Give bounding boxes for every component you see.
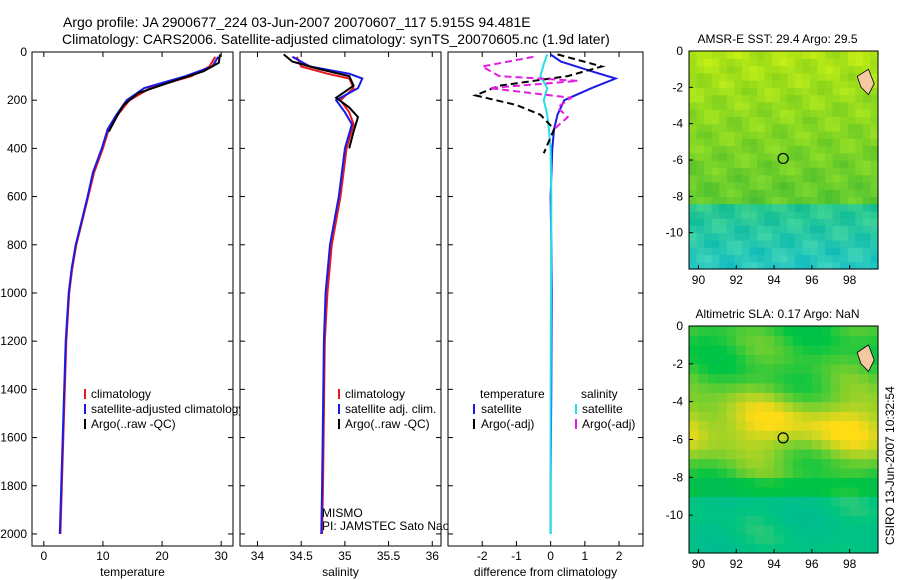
- x-axis-label: difference from climatology: [474, 565, 617, 579]
- x-tick-label: 1: [581, 549, 588, 563]
- x-tick-label: 0: [547, 549, 554, 563]
- salinity-plot: 34 34.5 35 35.5 36 salinity climatologysatelli…: [239, 51, 458, 579]
- x-tick-label: 96: [805, 273, 819, 287]
- legend-label: climatology: [345, 387, 405, 401]
- x-tick-label: 2: [616, 549, 623, 563]
- x-tick-label: 92: [730, 557, 744, 571]
- sst-map: AMSR-E SST: 29.4 Argo: 29.5 90 92 94 96 98 0 -2…: [666, 32, 879, 287]
- annotation-text: PI: JAMSTEC Sato Naoki: [322, 519, 458, 533]
- y-tick-label: -4: [672, 395, 683, 409]
- y-tick-label: -10: [666, 508, 684, 522]
- legend-label: satellite: [481, 402, 522, 416]
- difference-plot: -2 -1 0 1 2 difference from climatology temper…: [447, 51, 644, 579]
- x-tick-label: 36: [426, 549, 440, 563]
- legend-label: Argo(-adj): [582, 417, 635, 431]
- x-tick-label: 30: [214, 549, 228, 563]
- x-tick-label: 96: [805, 557, 819, 571]
- map-title: AMSR-E SST: 29.4 Argo: 29.5: [697, 32, 857, 46]
- y-tick-label: 2000: [0, 527, 27, 541]
- legend-label: Argo(..raw -QC): [345, 417, 430, 431]
- x-tick-label: 20: [155, 549, 169, 563]
- legend-label: salinity: [581, 387, 618, 401]
- y-tick-label: 1600: [0, 431, 27, 445]
- y-tick-label: -4: [672, 117, 683, 131]
- y-tick-label: -2: [672, 80, 683, 94]
- y-tick-label: 200: [7, 93, 27, 107]
- header-line-1: Argo profile: JA 2900677_224 03-Jun-2007…: [63, 14, 531, 30]
- y-tick-label: 1400: [0, 382, 27, 396]
- y-tick-label: 0: [676, 319, 683, 333]
- y-tick-label: -8: [672, 470, 683, 484]
- legend-label: Argo(-adj): [481, 417, 534, 431]
- series-line-argo: [283, 53, 360, 149]
- land-patch: [856, 68, 875, 96]
- y-tick-label: -6: [672, 153, 683, 167]
- y-tick-label: -2: [672, 357, 683, 371]
- y-tick-label: -8: [672, 189, 683, 203]
- x-tick-label: 35.5: [377, 549, 401, 563]
- x-tick-label: 90: [692, 273, 706, 287]
- y-tick-label: 600: [7, 190, 27, 204]
- timestamp-label: CSIRO 13-Jun-2007 10:32:54: [883, 386, 897, 545]
- x-axis-label: temperature: [100, 565, 165, 579]
- map-title: Altimetric SLA: 0.17 Argo: NaN: [695, 307, 859, 321]
- x-tick-label: -2: [477, 549, 488, 563]
- legend-label: satellite: [582, 402, 623, 416]
- heatmap-cells: [689, 51, 879, 270]
- x-tick-label: 34.5: [289, 549, 313, 563]
- legend-label: satellite-adjusted climatology: [91, 402, 244, 416]
- series-line-argo: [108, 54, 221, 132]
- x-tick-label: 94: [767, 273, 781, 287]
- sla-map: Altimetric SLA: 0.17 Argo: NaN 90 92 94 96 98…: [666, 307, 879, 571]
- temperature-plot: 0 10 20 30 temperature 0 200 400 600 800 1000 1200 1…: [0, 45, 244, 579]
- y-tick-label: 400: [7, 141, 27, 155]
- heatmap-cells: [689, 326, 879, 554]
- series-line-argo: [472, 53, 606, 154]
- argo-position-marker: [777, 152, 789, 165]
- series-line-sat: [291, 55, 364, 535]
- series-line-sat: [58, 56, 220, 535]
- plot-frame: [31, 51, 234, 547]
- x-tick-label: 35: [338, 549, 352, 563]
- x-tick-label: 0: [40, 549, 47, 563]
- x-tick-label: -1: [511, 549, 522, 563]
- header-line-2: Climatology: CARS2006. Satellite-adjuste…: [62, 31, 610, 47]
- y-tick-label: -10: [666, 226, 684, 240]
- x-tick-label: 98: [843, 273, 857, 287]
- legend-label: climatology: [91, 387, 151, 401]
- x-tick-label: 94: [767, 557, 781, 571]
- plot-frame: [447, 51, 644, 547]
- legend-label: temperature: [480, 387, 545, 401]
- series-line-argo_adj: [479, 55, 579, 130]
- y-tick-label: 800: [7, 238, 27, 252]
- x-tick-label: 92: [730, 273, 744, 287]
- legend-label: satellite adj. clim.: [345, 402, 436, 416]
- y-tick-label: 0: [676, 44, 683, 58]
- land-patch: [856, 344, 875, 373]
- x-tick-label: 10: [96, 549, 110, 563]
- annotation-text: MISMO: [322, 506, 363, 520]
- y-tick-label: 1000: [0, 286, 27, 300]
- x-tick-label: 34: [251, 549, 265, 563]
- y-tick-label: 1800: [0, 479, 27, 493]
- plot-frame: [239, 51, 442, 547]
- x-tick-label: 98: [843, 557, 857, 571]
- x-tick-label: 90: [692, 557, 706, 571]
- argo-position-marker: [777, 432, 789, 444]
- legend-label: Argo(..raw -QC): [91, 417, 176, 431]
- y-tick-label: 0: [20, 45, 27, 59]
- x-axis-label: salinity: [322, 565, 359, 579]
- y-tick-label: 1200: [0, 334, 27, 348]
- y-tick-label: -6: [672, 433, 683, 447]
